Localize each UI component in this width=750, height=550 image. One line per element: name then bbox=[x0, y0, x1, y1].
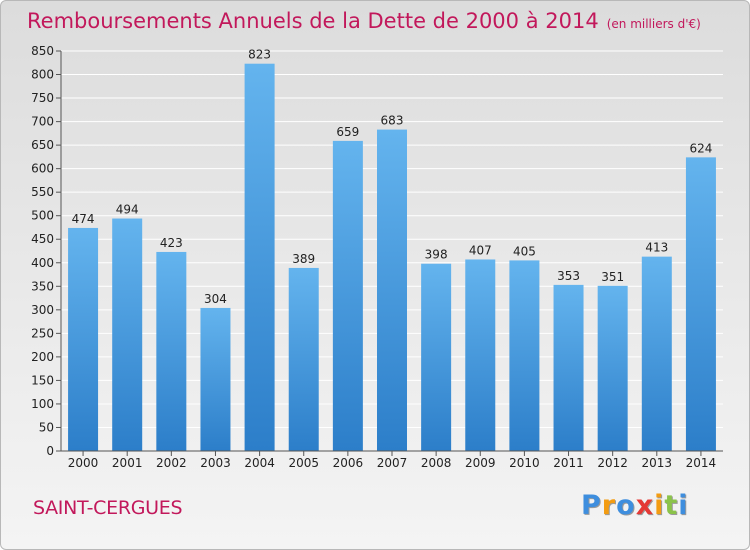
y-tick-label: 150 bbox=[31, 373, 54, 387]
bar bbox=[377, 129, 407, 451]
y-tick-label: 600 bbox=[31, 162, 54, 176]
bar bbox=[553, 284, 584, 451]
logo-letter: x bbox=[635, 490, 655, 521]
x-tick-label: 2004 bbox=[244, 456, 275, 470]
x-tick-label: 2014 bbox=[686, 456, 717, 470]
x-tick-label: 2005 bbox=[288, 456, 319, 470]
x-tick-label: 2013 bbox=[642, 456, 673, 470]
data-label: 353 bbox=[557, 269, 580, 283]
unit-note: (en milliers d'€) bbox=[606, 17, 701, 31]
title-text: Remboursements Annuels de la Dette de 20… bbox=[27, 9, 599, 33]
x-tick-label: 2007 bbox=[377, 456, 408, 470]
data-label: 405 bbox=[513, 244, 536, 258]
y-tick-label: 700 bbox=[31, 115, 54, 129]
x-tick-label: 2008 bbox=[421, 456, 452, 470]
logo-letter: i bbox=[678, 490, 689, 521]
data-label: 407 bbox=[469, 243, 492, 257]
y-tick-label: 450 bbox=[31, 232, 54, 246]
y-tick-label: 750 bbox=[31, 91, 54, 105]
bar bbox=[597, 285, 628, 451]
y-tick-label: 550 bbox=[31, 185, 54, 199]
y-tick-label: 100 bbox=[31, 397, 54, 411]
y-tick-label: 300 bbox=[31, 303, 54, 317]
x-tick-label: 2006 bbox=[333, 456, 364, 470]
commune-name: SAINT-CERGUES bbox=[33, 497, 183, 519]
data-label: 823 bbox=[248, 48, 271, 62]
bar bbox=[112, 218, 143, 451]
logo-letter: P bbox=[581, 490, 602, 521]
bar bbox=[244, 63, 275, 452]
y-tick-label: 0 bbox=[46, 444, 54, 458]
logo-letter: o bbox=[616, 490, 636, 521]
x-tick-label: 2003 bbox=[200, 456, 231, 470]
data-label: 398 bbox=[425, 248, 448, 262]
bar bbox=[332, 140, 363, 451]
bar bbox=[156, 251, 187, 451]
bar bbox=[641, 256, 672, 451]
x-tick-label: 2012 bbox=[597, 456, 628, 470]
bar bbox=[465, 259, 496, 451]
data-label: 351 bbox=[601, 270, 624, 284]
data-label: 389 bbox=[292, 252, 315, 266]
y-tick-label: 200 bbox=[31, 350, 54, 364]
x-tick-label: 2000 bbox=[68, 456, 99, 470]
x-tick-label: 2011 bbox=[553, 456, 584, 470]
data-label: 413 bbox=[645, 241, 668, 255]
x-tick-label: 2002 bbox=[156, 456, 187, 470]
data-label: 624 bbox=[689, 141, 712, 155]
y-tick-label: 400 bbox=[31, 256, 54, 270]
chart-title: Remboursements Annuels de la Dette de 20… bbox=[27, 9, 701, 33]
data-label: 423 bbox=[160, 236, 183, 250]
data-label: 304 bbox=[204, 292, 227, 306]
bar bbox=[685, 157, 716, 451]
data-label: 474 bbox=[72, 212, 95, 226]
bar bbox=[288, 267, 319, 451]
y-tick-label: 250 bbox=[31, 326, 54, 340]
y-tick-label: 800 bbox=[31, 68, 54, 82]
bar bbox=[200, 307, 231, 451]
y-tick-label: 50 bbox=[39, 420, 54, 434]
bar bbox=[421, 263, 452, 451]
data-label: 494 bbox=[116, 203, 139, 217]
y-tick-label: 350 bbox=[31, 279, 54, 293]
y-tick-label: 850 bbox=[31, 44, 54, 58]
x-tick-label: 2001 bbox=[112, 456, 143, 470]
x-tick-label: 2010 bbox=[509, 456, 540, 470]
y-tick-label: 500 bbox=[31, 209, 54, 223]
x-tick-label: 2009 bbox=[465, 456, 496, 470]
data-label: 659 bbox=[336, 125, 359, 139]
y-tick-label: 650 bbox=[31, 138, 54, 152]
logo-letter: t bbox=[664, 490, 679, 521]
bar bbox=[68, 227, 99, 451]
data-label: 683 bbox=[381, 114, 404, 128]
logo-letter: r bbox=[601, 490, 617, 521]
bar bbox=[509, 260, 540, 451]
brand-logo: Proxiti bbox=[581, 490, 689, 521]
logo-letter: i bbox=[654, 490, 665, 521]
